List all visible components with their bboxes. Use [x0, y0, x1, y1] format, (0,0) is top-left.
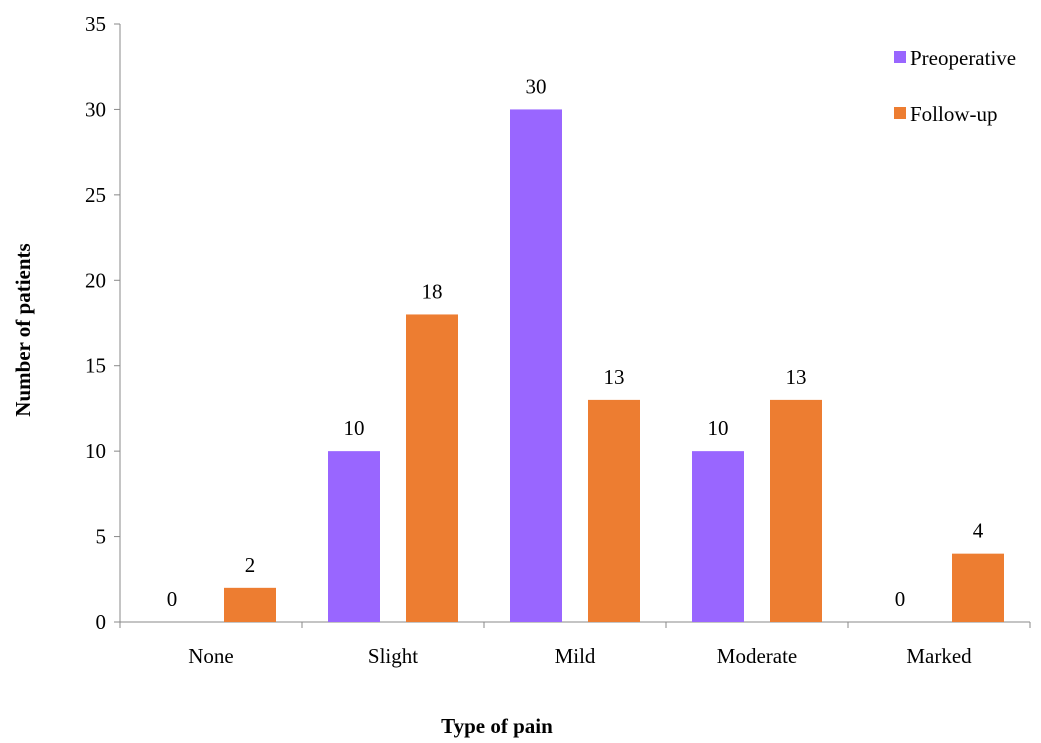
y-tick-label: 25 — [85, 183, 106, 207]
legend-swatch — [894, 107, 906, 119]
data-label: 2 — [245, 553, 256, 577]
bar-preoperative-slight — [328, 451, 380, 622]
y-tick-label: 10 — [85, 439, 106, 463]
data-label: 13 — [604, 365, 625, 389]
legend-swatch — [894, 51, 906, 63]
x-tick-label: None — [188, 644, 234, 668]
bars — [224, 109, 1004, 622]
y-tick-label: 5 — [96, 525, 107, 549]
data-label: 0 — [167, 587, 178, 611]
bar-preoperative-mild — [510, 109, 562, 622]
legend-label: Follow-up — [910, 102, 998, 126]
data-label: 10 — [708, 416, 729, 440]
data-label: 30 — [526, 74, 547, 98]
y-axis-title: Number of patients — [11, 243, 35, 416]
y-tick-label: 35 — [85, 12, 106, 36]
y-tick-label: 20 — [85, 268, 106, 292]
bar-follow-up-slight — [406, 314, 458, 622]
data-label: 18 — [422, 279, 443, 303]
x-tick-label: Marked — [906, 644, 972, 668]
legend: Preoperative Follow-up — [894, 46, 1016, 126]
bar-preoperative-moderate — [692, 451, 744, 622]
x-axis: None Slight Mild Moderate Marked — [119, 621, 1031, 668]
data-labels: 0 2 10 18 30 13 10 13 0 4 — [167, 74, 984, 611]
data-label: 4 — [973, 519, 984, 543]
bar-follow-up-marked — [952, 553, 1004, 622]
x-axis-title: Type of pain — [441, 714, 553, 738]
bar-follow-up-moderate — [770, 399, 822, 622]
x-tick-label: Moderate — [717, 644, 797, 668]
bar-follow-up-none — [224, 587, 276, 622]
y-tick-label: 30 — [85, 97, 106, 121]
x-tick-label: Slight — [368, 644, 418, 668]
y-tick-label: 15 — [85, 354, 106, 378]
data-label: 0 — [895, 587, 906, 611]
bar-follow-up-mild — [588, 399, 640, 622]
data-label: 10 — [344, 416, 365, 440]
y-axis: 0 5 10 15 20 25 30 35 — [85, 12, 121, 634]
legend-label: Preoperative — [910, 46, 1016, 70]
x-tick-label: Mild — [555, 644, 596, 668]
y-tick-label: 0 — [96, 610, 107, 634]
data-label: 13 — [786, 365, 807, 389]
